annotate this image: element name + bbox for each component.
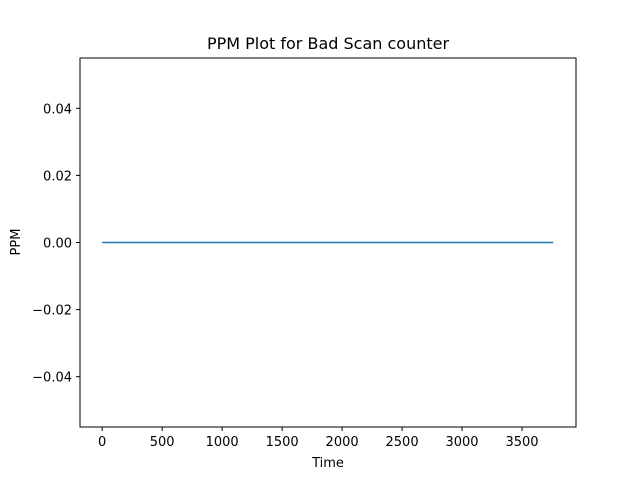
y-tick-label: −0.02 — [32, 304, 72, 319]
x-tick-label: 500 — [150, 435, 175, 450]
x-tick-label: 1500 — [266, 435, 299, 450]
y-axis-label: PPM — [9, 229, 24, 256]
y-tick-label: 0.04 — [43, 102, 72, 117]
x-tick-label: 2000 — [326, 435, 359, 450]
chart-title: PPM Plot for Bad Scan counter — [207, 34, 450, 53]
y-tick-label: −0.04 — [32, 371, 72, 386]
x-tick-label: 0 — [98, 435, 106, 450]
x-tick-label: 3500 — [505, 435, 538, 450]
x-axis-ticks: 0 500 1000 1500 2000 2500 3000 3500 — [98, 427, 539, 450]
y-axis-ticks: −0.04 −0.02 0.00 0.02 0.04 — [32, 102, 80, 386]
x-tick-label: 1000 — [206, 435, 239, 450]
x-tick-label: 3000 — [445, 435, 478, 450]
y-tick-label: 0.00 — [43, 237, 72, 252]
x-axis-label: Time — [311, 456, 344, 471]
y-tick-label: 0.02 — [43, 169, 72, 184]
x-tick-label: 2500 — [386, 435, 419, 450]
